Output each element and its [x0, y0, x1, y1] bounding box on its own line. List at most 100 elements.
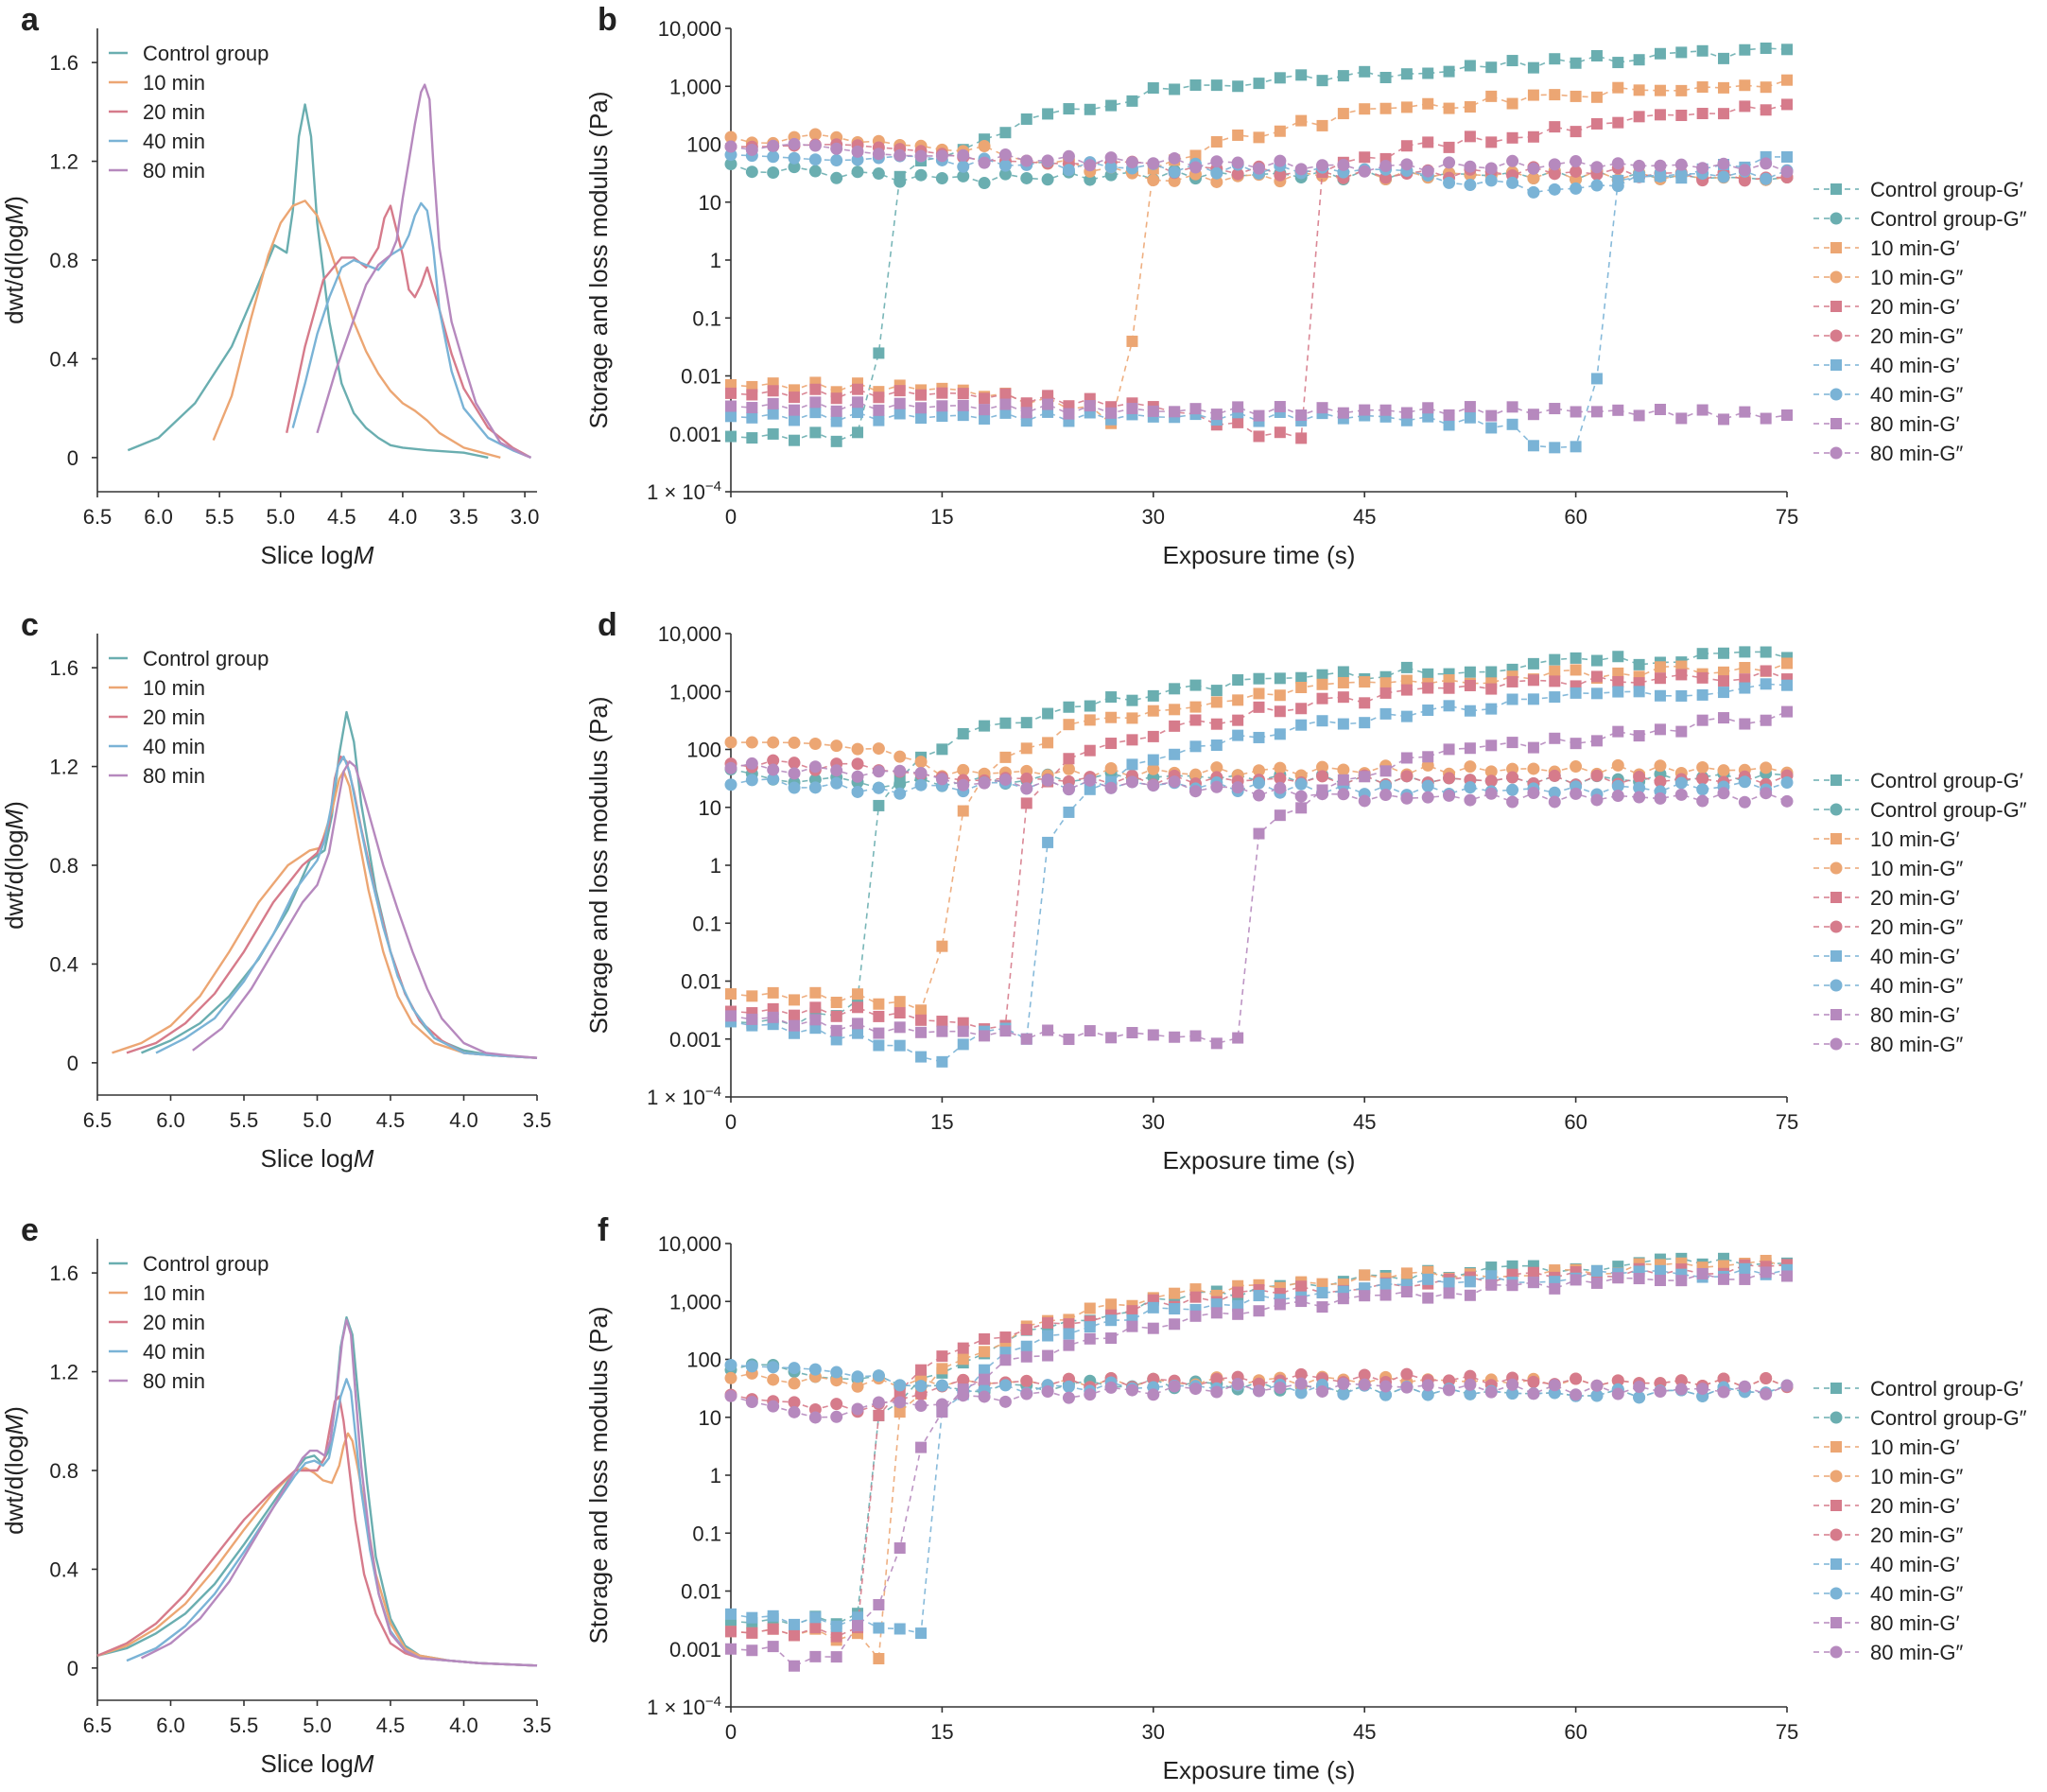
data-point-gdoubleprime — [1484, 774, 1498, 788]
data-point-gprime — [1126, 95, 1138, 107]
data-point-gprime — [1570, 738, 1582, 750]
legend-label: 20 min — [143, 100, 205, 124]
data-point-gprime — [1739, 662, 1751, 674]
data-point-gprime — [1464, 666, 1476, 678]
data-point-gprime — [1633, 111, 1645, 123]
series-line-2-g1 — [730, 1263, 1788, 1638]
data-point-gprime — [1253, 409, 1265, 422]
legend-marker — [1830, 861, 1843, 875]
data-point-gdoubleprime — [1654, 1385, 1667, 1399]
data-point-gprime — [1590, 654, 1603, 667]
series-line-3-g2 — [730, 1364, 1788, 1399]
data-point-gprime — [915, 402, 928, 414]
data-point-gprime — [1443, 102, 1455, 114]
data-point-gprime — [1464, 130, 1476, 143]
x-tick-label: 45 — [1353, 1110, 1376, 1134]
legend-label: Control group-G′ — [1870, 1377, 2023, 1401]
data-point-gprime — [999, 407, 1012, 419]
data-point-gprime — [1189, 679, 1202, 691]
data-point-gprime — [809, 1611, 822, 1624]
data-point-gprime — [1210, 1298, 1223, 1311]
data-point-gprime — [725, 988, 737, 1000]
legend-marker — [1830, 212, 1843, 225]
data-point-gprime — [1084, 1332, 1096, 1345]
legend-label: Control group-G″ — [1870, 207, 2027, 231]
data-point-gdoubleprime — [1294, 163, 1308, 176]
data-point-gprime — [1379, 1289, 1392, 1301]
y-tick-label: 1.6 — [49, 51, 78, 75]
legend-label: 20 min-G′ — [1870, 295, 1960, 319]
data-point-gprime — [830, 1630, 842, 1643]
data-point-gdoubleprime — [767, 1400, 780, 1413]
data-point-gdoubleprime — [1484, 174, 1498, 187]
data-point-gdoubleprime — [767, 754, 780, 767]
data-point-gprime — [1253, 430, 1265, 443]
series-line-1-g1 — [730, 78, 1788, 426]
data-point-gprime — [1612, 667, 1624, 679]
data-point-gdoubleprime — [1506, 1386, 1519, 1400]
x-axis-label: Exposure time (s) — [1163, 1146, 1356, 1174]
legend-label: 10 min — [143, 676, 205, 700]
data-point-gprime — [746, 990, 758, 1002]
data-point-gprime — [725, 1010, 737, 1022]
data-point-gprime — [725, 1626, 737, 1638]
data-point-gprime — [1781, 150, 1793, 163]
data-point-gprime — [957, 1353, 969, 1366]
data-point-gprime — [1612, 57, 1624, 69]
data-point-gdoubleprime — [1548, 769, 1561, 782]
data-point-gprime — [809, 1001, 822, 1014]
data-point-gprime — [1274, 426, 1286, 439]
data-point-gprime — [999, 388, 1012, 400]
data-point-gprime — [936, 743, 948, 756]
data-point-gdoubleprime — [935, 773, 948, 786]
data-point-gprime — [999, 1025, 1012, 1037]
data-point-gdoubleprime — [978, 1390, 991, 1403]
data-point-gdoubleprime — [788, 767, 801, 780]
data-point-gprime — [1232, 1286, 1244, 1298]
data-point-gprime — [1126, 1320, 1138, 1332]
data-point-gdoubleprime — [1464, 160, 1477, 173]
data-point-gdoubleprime — [1316, 788, 1329, 801]
y-tick-label: 1 × 10−4 — [647, 1084, 721, 1109]
data-point-gdoubleprime — [1443, 176, 1456, 189]
legend-marker — [1830, 803, 1843, 816]
data-point-gprime — [893, 1406, 906, 1418]
data-point-gdoubleprime — [1570, 1388, 1583, 1401]
data-point-gprime — [1359, 65, 1371, 78]
data-point-gprime — [1612, 675, 1624, 687]
data-point-gprime — [1232, 1032, 1244, 1044]
legend-marker — [1830, 183, 1842, 195]
data-point-gprime — [1359, 1290, 1371, 1302]
data-point-gprime — [1042, 707, 1054, 720]
data-point-gprime — [1105, 1032, 1118, 1044]
data-point-gprime — [852, 988, 864, 1000]
data-point-gdoubleprime — [957, 160, 970, 173]
data-point-gdoubleprime — [808, 1363, 822, 1376]
y-tick-label: 0.01 — [681, 1580, 721, 1604]
data-point-gdoubleprime — [957, 169, 970, 183]
data-point-gprime — [767, 986, 779, 999]
data-point-gprime — [725, 430, 737, 443]
data-point-gprime — [893, 397, 906, 409]
data-point-gprime — [1422, 705, 1434, 717]
data-point-gdoubleprime — [1084, 774, 1097, 787]
data-point-gprime — [1464, 401, 1476, 413]
legend-marker — [1830, 270, 1843, 284]
data-point-gprime — [1654, 1264, 1666, 1277]
y-tick-label: 0 — [67, 1052, 78, 1075]
data-point-gdoubleprime — [1231, 781, 1244, 794]
data-point-gprime — [1274, 72, 1286, 84]
data-point-gprime — [746, 402, 758, 414]
data-point-gprime — [957, 388, 969, 400]
legend-label: 80 min — [143, 1369, 205, 1393]
data-point-gprime — [1527, 693, 1539, 705]
data-point-gdoubleprime — [957, 1373, 970, 1386]
x-tick-label: 0 — [725, 505, 737, 529]
data-point-gprime — [1084, 744, 1096, 757]
data-point-gprime — [999, 1354, 1012, 1366]
x-tick-label: 4.0 — [449, 1108, 478, 1132]
data-point-gprime — [1379, 677, 1392, 689]
data-point-gprime — [1506, 1279, 1518, 1292]
data-point-gprime — [1739, 646, 1751, 658]
data-point-gdoubleprime — [914, 1380, 928, 1393]
